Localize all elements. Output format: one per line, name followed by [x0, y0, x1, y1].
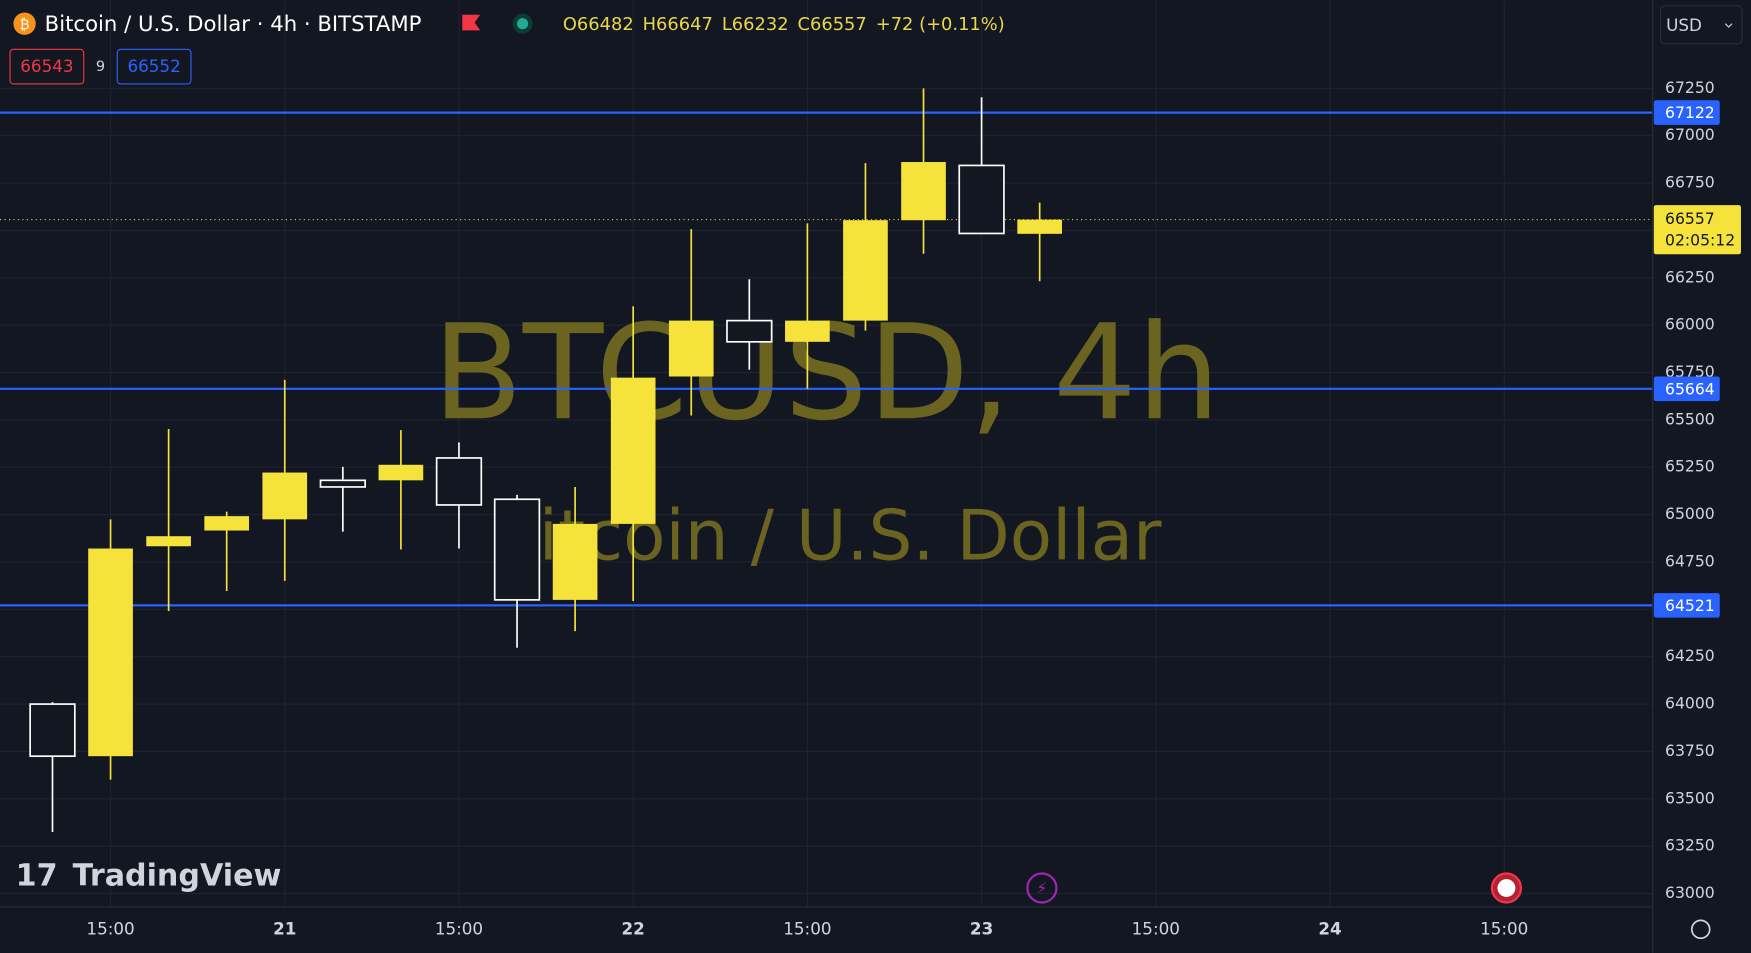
candle-body	[493, 498, 541, 601]
x-tick-label: 15:00	[1132, 918, 1180, 938]
y-tick-label: 65250	[1665, 457, 1715, 476]
y-tick-label: 64000	[1665, 694, 1715, 713]
caret	[1724, 23, 1733, 28]
y-tick-label: 66750	[1665, 173, 1715, 192]
coin-icon-glyph: ₿	[20, 18, 30, 33]
ask[interactable]: 66552	[127, 56, 180, 76]
ohlc-value: L66232	[722, 14, 789, 35]
ohlc-value: H66647	[643, 14, 713, 35]
y-tick-label: 63250	[1665, 836, 1715, 855]
candle-body	[552, 523, 598, 600]
price-label: 64521	[1665, 596, 1715, 615]
price-label-box	[1653, 376, 1720, 402]
candle-body	[958, 164, 1005, 235]
x-tick-label: 22	[622, 918, 645, 938]
ohlc-value: +72 (+0.11%)	[876, 14, 1005, 35]
logo[interactable]: TradingView	[73, 858, 282, 893]
price-label-box	[1653, 100, 1720, 125]
candle-body	[378, 464, 424, 481]
price-label: 67122	[1665, 103, 1715, 122]
candle-body	[843, 220, 888, 321]
flag	[462, 14, 481, 31]
axes: 6300063250635006375064000642506450064750…	[86, 78, 1741, 938]
event-icon-glyph: ⚡	[1036, 879, 1047, 898]
candle-body	[901, 162, 946, 221]
candle-body	[726, 319, 773, 343]
x-tick-label: 15:00	[783, 918, 831, 938]
candle-body	[785, 320, 830, 342]
settings[interactable]	[1690, 919, 1711, 940]
x-tick-label: 15:00	[86, 918, 134, 938]
y-tick-label: 64250	[1665, 646, 1715, 665]
symbol[interactable]: Bitcoin / U.S. Dollar · 4h · BITSTAMP	[45, 12, 422, 37]
bid[interactable]: 66543	[20, 56, 73, 76]
logo-mark: 17	[16, 858, 58, 893]
x-tick-label: 23	[970, 918, 993, 938]
ask-box[interactable]	[116, 48, 192, 85]
x-tick-label: 21	[273, 918, 296, 938]
ohlc-value: C66557	[798, 14, 867, 35]
x-tick-label: 15:00	[1480, 918, 1528, 938]
last-price-box	[1653, 205, 1741, 255]
y-tick-label: 67000	[1665, 125, 1715, 144]
countdown: 02:05:12	[1665, 230, 1735, 249]
spread: 9	[96, 59, 105, 75]
candle-body	[146, 536, 191, 547]
plot	[0, 88, 1653, 832]
currency[interactable]: USD	[1666, 15, 1702, 35]
y-tick-label: 66250	[1665, 267, 1715, 286]
y-tick-label: 67250	[1665, 78, 1715, 97]
x-tick-label: 24	[1318, 918, 1341, 938]
x-tick-label: 15:00	[435, 918, 483, 938]
price-label-box	[1653, 593, 1720, 618]
status-dot	[517, 18, 529, 30]
candle-body	[668, 320, 714, 377]
y-tick-label: 65000	[1665, 504, 1715, 523]
y-tick-label: 63000	[1665, 883, 1715, 902]
candle-body	[319, 479, 367, 488]
y-tick-label: 63500	[1665, 788, 1715, 807]
watermark-subtitle: Bitcoin / U.S. Dollar	[491, 497, 1162, 577]
candle-body	[610, 377, 656, 524]
candle-body	[88, 548, 133, 757]
candle-body	[1017, 219, 1062, 234]
last-price-label: 66557	[1665, 209, 1715, 228]
y-tick-label: 65500	[1665, 409, 1715, 428]
currency-select[interactable]	[1659, 5, 1743, 45]
y-tick-label: 66000	[1665, 315, 1715, 334]
candle-body	[29, 703, 76, 758]
bid-box[interactable]	[9, 48, 85, 85]
y-tick-label: 65750	[1665, 362, 1715, 381]
ohlc-value: O66482	[563, 14, 634, 35]
economic-event-inner	[1497, 879, 1516, 897]
candle-body	[204, 516, 250, 531]
candle-body	[262, 472, 308, 520]
coin-icon	[13, 12, 36, 35]
y-tick-label: 63750	[1665, 741, 1715, 760]
y-tick-label: 64750	[1665, 551, 1715, 570]
watermark-title: BTCUSD, 4h	[432, 297, 1220, 450]
candle-body	[435, 457, 483, 506]
event-icon[interactable]	[1026, 872, 1058, 904]
price-label: 65664	[1665, 379, 1715, 398]
ohlc: O66482 H66647 L66232 C66557 +72 (+0.11%)	[563, 14, 1005, 35]
